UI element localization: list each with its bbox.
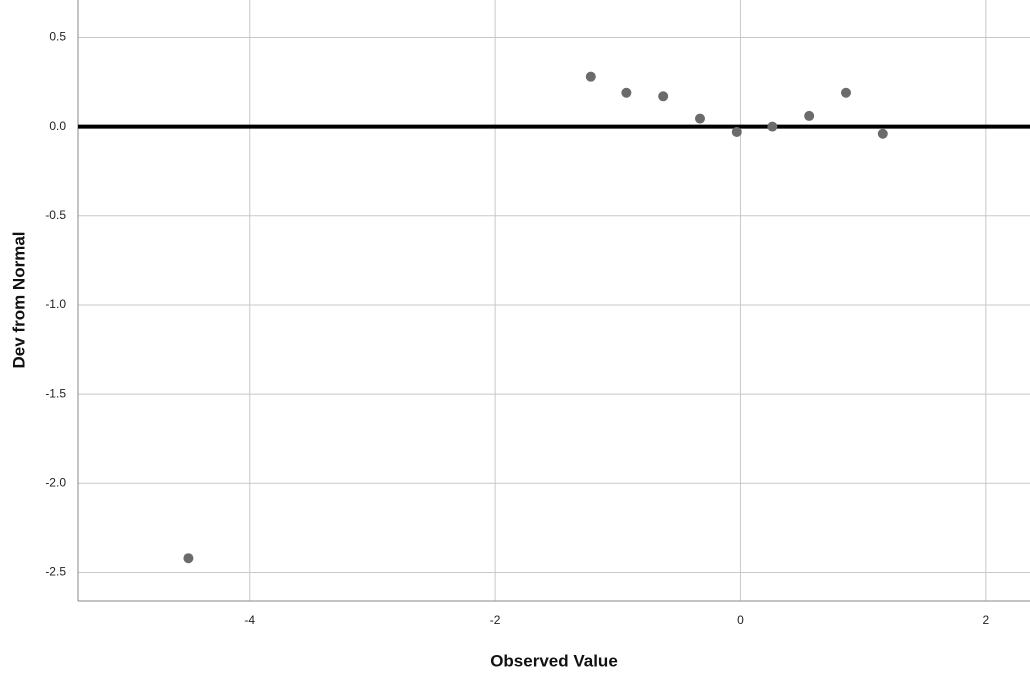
y-tick-label: 0.5 <box>49 30 66 44</box>
point <box>621 88 631 98</box>
y-tick-label: 0.0 <box>49 119 66 133</box>
chart: Observed Value Dev from Normal 0.5 0.0 -0.… <box>0 0 1030 676</box>
y-tick-label: -2.0 <box>45 475 66 489</box>
point <box>183 553 193 563</box>
point <box>658 91 668 101</box>
y-tick-label: -0.5 <box>45 208 66 222</box>
x-tick-label: -4 <box>244 613 255 627</box>
point <box>732 127 742 137</box>
point <box>767 122 777 132</box>
x-tick-label: 2 <box>982 613 989 627</box>
y-tick-label: -1.0 <box>45 297 66 311</box>
point <box>841 88 851 98</box>
point <box>878 129 888 139</box>
y-tick-label: -2.5 <box>45 565 66 579</box>
x-tick-label: -2 <box>490 613 501 627</box>
point <box>804 111 814 121</box>
y-axis-title: Dev from Normal <box>9 232 28 369</box>
y-tick-label: -1.5 <box>45 386 66 400</box>
x-axis-title: Observed Value <box>490 651 618 670</box>
point <box>586 72 596 82</box>
x-tick-label: 0 <box>737 613 744 627</box>
point <box>695 114 705 124</box>
